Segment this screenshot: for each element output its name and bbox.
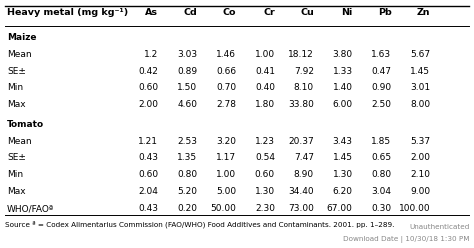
Text: 5.00: 5.00	[216, 186, 236, 195]
Text: 0.65: 0.65	[372, 153, 392, 162]
Text: 0.42: 0.42	[138, 67, 158, 76]
Text: 1.17: 1.17	[216, 153, 236, 162]
Text: SE±: SE±	[7, 67, 26, 76]
Text: 0.80: 0.80	[177, 170, 197, 179]
Text: 1.35: 1.35	[177, 153, 197, 162]
Text: 2.04: 2.04	[138, 186, 158, 195]
Text: 0.43: 0.43	[138, 204, 158, 213]
Text: WHO/FAOª: WHO/FAOª	[7, 204, 54, 213]
Text: 1.45: 1.45	[410, 67, 430, 76]
Text: 50.00: 50.00	[210, 204, 236, 213]
Text: 2.10: 2.10	[410, 170, 430, 179]
Text: 8.10: 8.10	[294, 83, 314, 93]
Text: 18.12: 18.12	[288, 50, 314, 59]
Text: Maize: Maize	[7, 33, 36, 42]
Text: 2.78: 2.78	[216, 100, 236, 109]
Text: 0.60: 0.60	[255, 170, 275, 179]
Text: 100.00: 100.00	[399, 204, 430, 213]
Text: 1.33: 1.33	[333, 67, 353, 76]
Text: 1.45: 1.45	[333, 153, 353, 162]
Text: 1.30: 1.30	[333, 170, 353, 179]
Text: 0.80: 0.80	[372, 170, 392, 179]
Text: 1.63: 1.63	[372, 50, 392, 59]
Text: 5.37: 5.37	[410, 137, 430, 146]
Text: 1.50: 1.50	[177, 83, 197, 93]
Text: 3.43: 3.43	[333, 137, 353, 146]
Text: 0.60: 0.60	[138, 83, 158, 93]
Text: 1.30: 1.30	[255, 186, 275, 195]
Text: Co: Co	[223, 8, 236, 17]
Text: 34.40: 34.40	[288, 186, 314, 195]
Text: 8.00: 8.00	[410, 100, 430, 109]
Text: 0.60: 0.60	[138, 170, 158, 179]
Text: Ni: Ni	[341, 8, 353, 17]
Text: Max: Max	[7, 100, 26, 109]
Text: 1.40: 1.40	[333, 83, 353, 93]
Text: Cu: Cu	[300, 8, 314, 17]
Text: 0.54: 0.54	[255, 153, 275, 162]
Text: Cr: Cr	[263, 8, 275, 17]
Text: Cd: Cd	[183, 8, 197, 17]
Text: 1.2: 1.2	[144, 50, 158, 59]
Text: 2.53: 2.53	[177, 137, 197, 146]
Text: 33.80: 33.80	[288, 100, 314, 109]
Text: 0.30: 0.30	[372, 204, 392, 213]
Text: 4.60: 4.60	[177, 100, 197, 109]
Text: Mean: Mean	[7, 137, 32, 146]
Text: 0.70: 0.70	[216, 83, 236, 93]
Text: 7.47: 7.47	[294, 153, 314, 162]
Text: 5.20: 5.20	[177, 186, 197, 195]
Text: 1.85: 1.85	[372, 137, 392, 146]
Text: 3.04: 3.04	[372, 186, 392, 195]
Text: 1.00: 1.00	[255, 50, 275, 59]
Text: 0.66: 0.66	[216, 67, 236, 76]
Text: Heavy metal (mg kg⁻¹): Heavy metal (mg kg⁻¹)	[7, 8, 128, 17]
Text: Unauthenticated: Unauthenticated	[409, 224, 469, 230]
Text: Mean: Mean	[7, 50, 32, 59]
Text: 3.03: 3.03	[177, 50, 197, 59]
Text: 1.00: 1.00	[216, 170, 236, 179]
Text: 0.40: 0.40	[255, 83, 275, 93]
Text: 2.30: 2.30	[255, 204, 275, 213]
Text: 1.23: 1.23	[255, 137, 275, 146]
Text: 0.89: 0.89	[177, 67, 197, 76]
Text: 8.90: 8.90	[294, 170, 314, 179]
Text: 0.47: 0.47	[372, 67, 392, 76]
Text: 73.00: 73.00	[288, 204, 314, 213]
Text: 6.20: 6.20	[333, 186, 353, 195]
Text: Max: Max	[7, 186, 26, 195]
Text: 3.80: 3.80	[333, 50, 353, 59]
Text: 1.80: 1.80	[255, 100, 275, 109]
Text: Download Date | 10/30/18 1:30 PM: Download Date | 10/30/18 1:30 PM	[343, 236, 469, 243]
Text: 0.20: 0.20	[177, 204, 197, 213]
Text: 0.41: 0.41	[255, 67, 275, 76]
Text: 1.46: 1.46	[216, 50, 236, 59]
Text: 67.00: 67.00	[327, 204, 353, 213]
Text: Min: Min	[7, 170, 23, 179]
Text: Source ª = Codex Alimentarius Commission (FAO/WHO) Food Additives and Contaminan: Source ª = Codex Alimentarius Commission…	[5, 221, 394, 228]
Text: 1.21: 1.21	[138, 137, 158, 146]
Text: 2.00: 2.00	[138, 100, 158, 109]
Text: 6.00: 6.00	[333, 100, 353, 109]
Text: 5.67: 5.67	[410, 50, 430, 59]
Text: 7.92: 7.92	[294, 67, 314, 76]
Text: 9.00: 9.00	[410, 186, 430, 195]
Text: 0.43: 0.43	[138, 153, 158, 162]
Text: Zn: Zn	[417, 8, 430, 17]
Text: SE±: SE±	[7, 153, 26, 162]
Text: Pb: Pb	[378, 8, 392, 17]
Text: 3.20: 3.20	[216, 137, 236, 146]
Text: As: As	[146, 8, 158, 17]
Text: 3.01: 3.01	[410, 83, 430, 93]
Text: 0.90: 0.90	[372, 83, 392, 93]
Text: Tomato: Tomato	[7, 120, 44, 129]
Text: 2.50: 2.50	[372, 100, 392, 109]
Text: 2.00: 2.00	[410, 153, 430, 162]
Text: 20.37: 20.37	[288, 137, 314, 146]
Text: Min: Min	[7, 83, 23, 93]
